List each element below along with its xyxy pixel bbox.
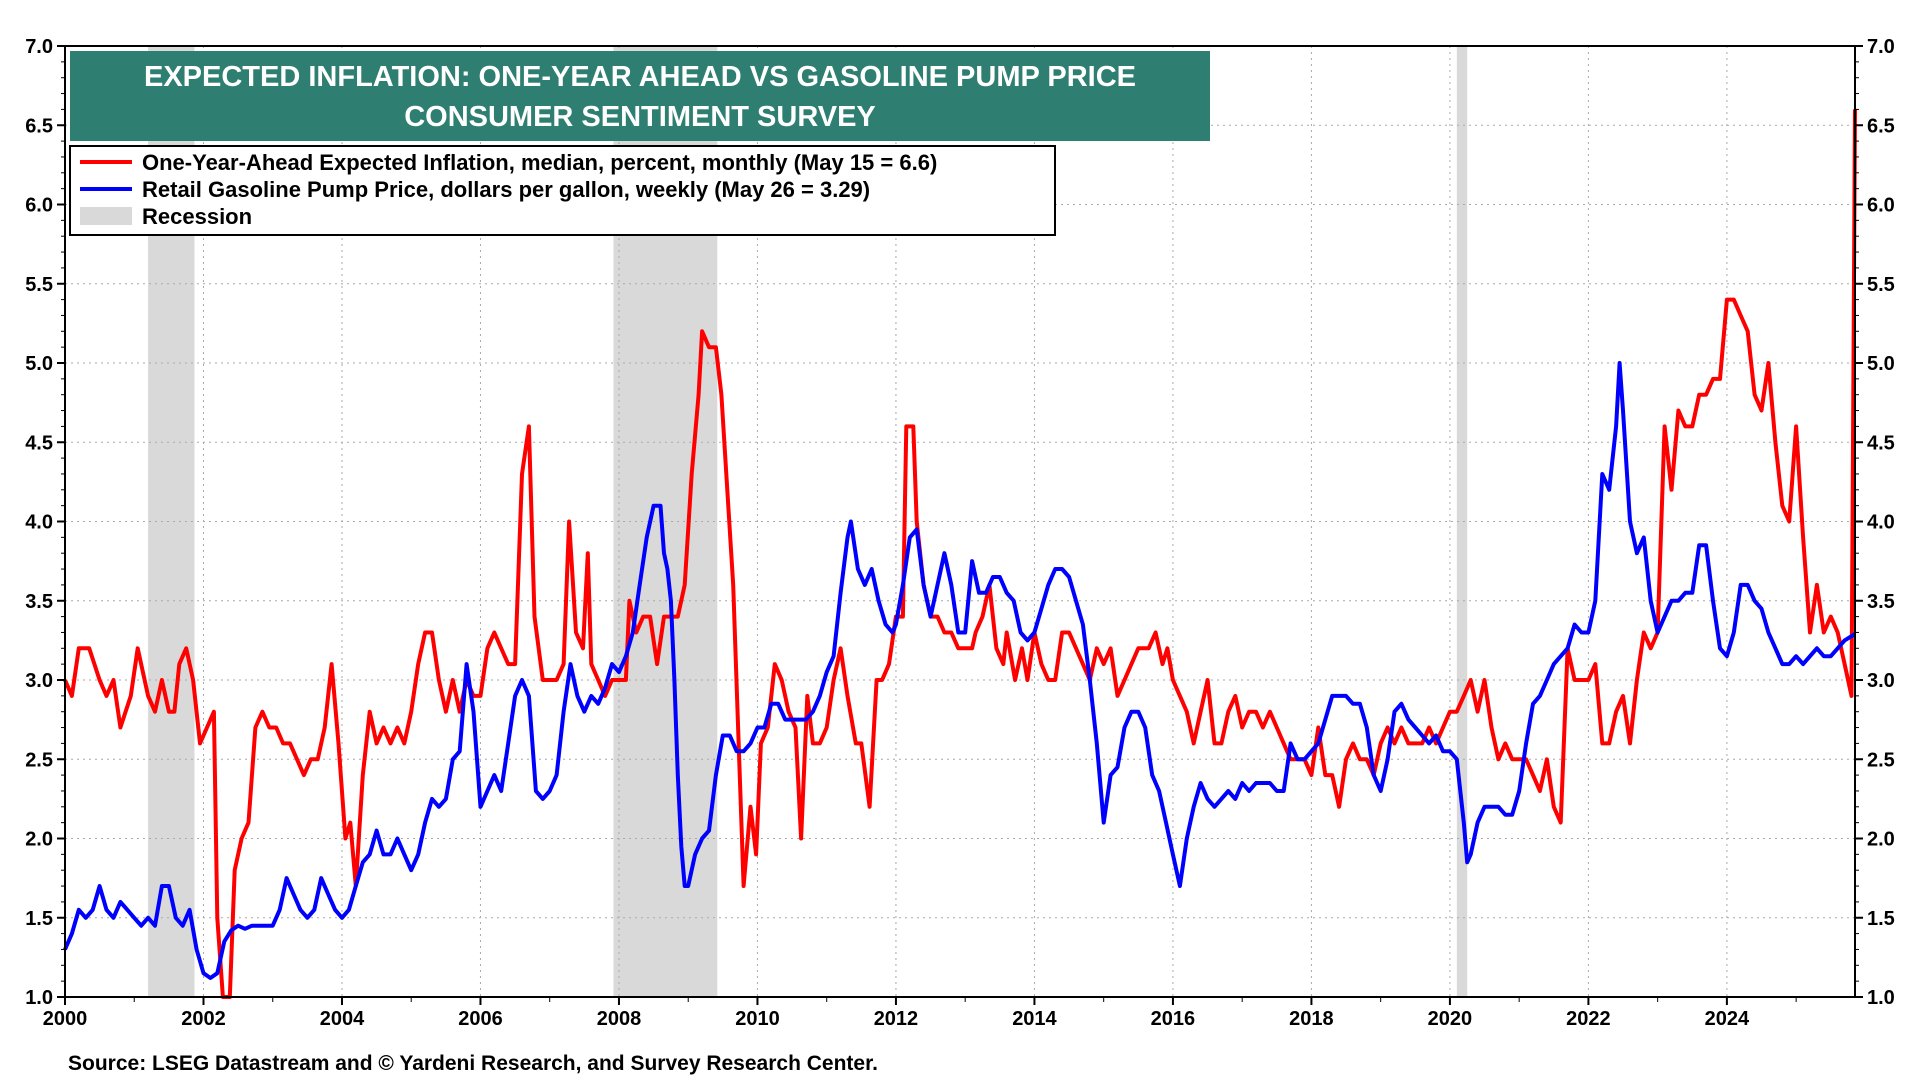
y-tick-label-right: 2.0 <box>1867 829 1895 851</box>
source-note: Source: LSEG Datastream and © Yardeni Re… <box>68 1052 878 1075</box>
x-tick-label: 2018 <box>1289 1008 1334 1030</box>
y-tick-label-left: 2.0 <box>25 829 53 851</box>
x-tick-label: 2024 <box>1705 1008 1750 1030</box>
recession-band-2 <box>1456 46 1468 997</box>
legend-label-expected-inflation: One-Year-Ahead Expected Inflation, media… <box>142 150 937 175</box>
title-box <box>70 51 1210 141</box>
y-tick-label-left: 6.5 <box>25 115 53 137</box>
y-tick-label-right: 6.5 <box>1867 115 1895 137</box>
y-tick-label-right: 3.5 <box>1867 591 1895 613</box>
x-tick-label: 2012 <box>874 1008 919 1030</box>
y-tick-label-left: 1.5 <box>25 908 53 930</box>
axis-tick-labels: 1.0 1.5 2.0 2.5 3.0 3.5 4.0 4.5 5.0 5.5 6.0 6.5 7.0 1… <box>25 36 1895 1030</box>
x-tick-label: 2020 <box>1428 1008 1473 1030</box>
series-line-gasoline-price <box>63 361 1857 980</box>
y-tick-label-left: 4.0 <box>25 512 53 534</box>
y-tick-label-right: 7.0 <box>1867 36 1895 58</box>
y-tick-label-right: 2.5 <box>1867 749 1895 771</box>
y-tick-label-left: 1.0 <box>25 987 53 1009</box>
x-tick-label: 2002 <box>181 1008 226 1030</box>
chart-title: EXPECTED INFLATION: ONE-YEAR AHEAD VS GA… <box>144 61 1136 93</box>
y-tick-label-right: 4.0 <box>1867 512 1895 534</box>
legend-swatch-recession <box>80 207 132 225</box>
y-tick-label-left: 3.0 <box>25 670 53 692</box>
legend-label-recession: Recession <box>142 204 252 229</box>
x-tick-label: 2010 <box>735 1008 780 1030</box>
y-tick-label-right: 5.0 <box>1867 353 1895 375</box>
x-tick-label: 2006 <box>458 1008 503 1030</box>
y-tick-label-right: 3.0 <box>1867 670 1895 692</box>
y-tick-label-right: 1.5 <box>1867 908 1895 930</box>
y-tick-label-left: 6.0 <box>25 195 53 217</box>
y-tick-label-right: 4.5 <box>1867 432 1895 454</box>
series-lines <box>63 109 1857 999</box>
legend-label-gasoline-price: Retail Gasoline Pump Price, dollars per … <box>142 177 870 202</box>
y-tick-label-right: 5.5 <box>1867 274 1895 296</box>
y-tick-label-left: 3.5 <box>25 591 53 613</box>
y-tick-label-left: 4.5 <box>25 432 53 454</box>
y-tick-label-left: 7.0 <box>25 36 53 58</box>
y-tick-label-left: 2.5 <box>25 749 53 771</box>
x-tick-label: 2004 <box>320 1008 365 1030</box>
axis-ticks <box>57 45 1863 1005</box>
y-tick-label-left: 5.0 <box>25 353 53 375</box>
y-tick-label-left: 5.5 <box>25 274 53 296</box>
x-tick-label: 2014 <box>1012 1008 1057 1030</box>
chart-subtitle: CONSUMER SENTIMENT SURVEY <box>404 101 876 133</box>
x-tick-label: 2016 <box>1151 1008 1196 1030</box>
x-tick-label: 2022 <box>1566 1008 1611 1030</box>
y-tick-label-right: 6.0 <box>1867 195 1895 217</box>
legend-box <box>69 145 1056 236</box>
x-tick-label: 2008 <box>597 1008 642 1030</box>
y-tick-label-right: 1.0 <box>1867 987 1895 1009</box>
series-line-expected-inflation <box>63 109 1857 999</box>
x-tick-label: 2000 <box>43 1008 88 1030</box>
